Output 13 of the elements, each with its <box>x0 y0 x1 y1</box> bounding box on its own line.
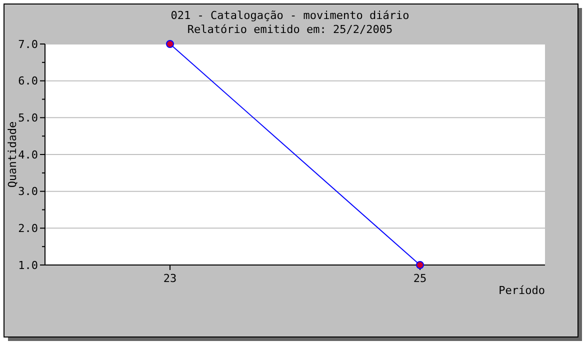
y-tick-label: 5.0 <box>18 112 38 125</box>
y-tick-label: 6.0 <box>18 74 38 88</box>
y-tick-label: 7.0 <box>18 38 38 51</box>
y-axis-title: Quantidade <box>6 121 19 188</box>
chart-title: 021 - Catalogação - movimento diário <box>170 9 410 22</box>
y-tick-label: 3.0 <box>18 185 38 198</box>
chart-subtitle: Relatório emitido em: 25/2/2005 <box>187 23 393 36</box>
x-tick-label: 25 <box>413 272 427 285</box>
y-tick-label: 2.0 <box>18 222 38 236</box>
x-axis-title: Período <box>498 284 545 297</box>
y-tick-label: 4.0 <box>18 148 38 162</box>
x-tick-label: 23 <box>163 272 177 285</box>
y-tick-label: 1.0 <box>18 258 38 272</box>
